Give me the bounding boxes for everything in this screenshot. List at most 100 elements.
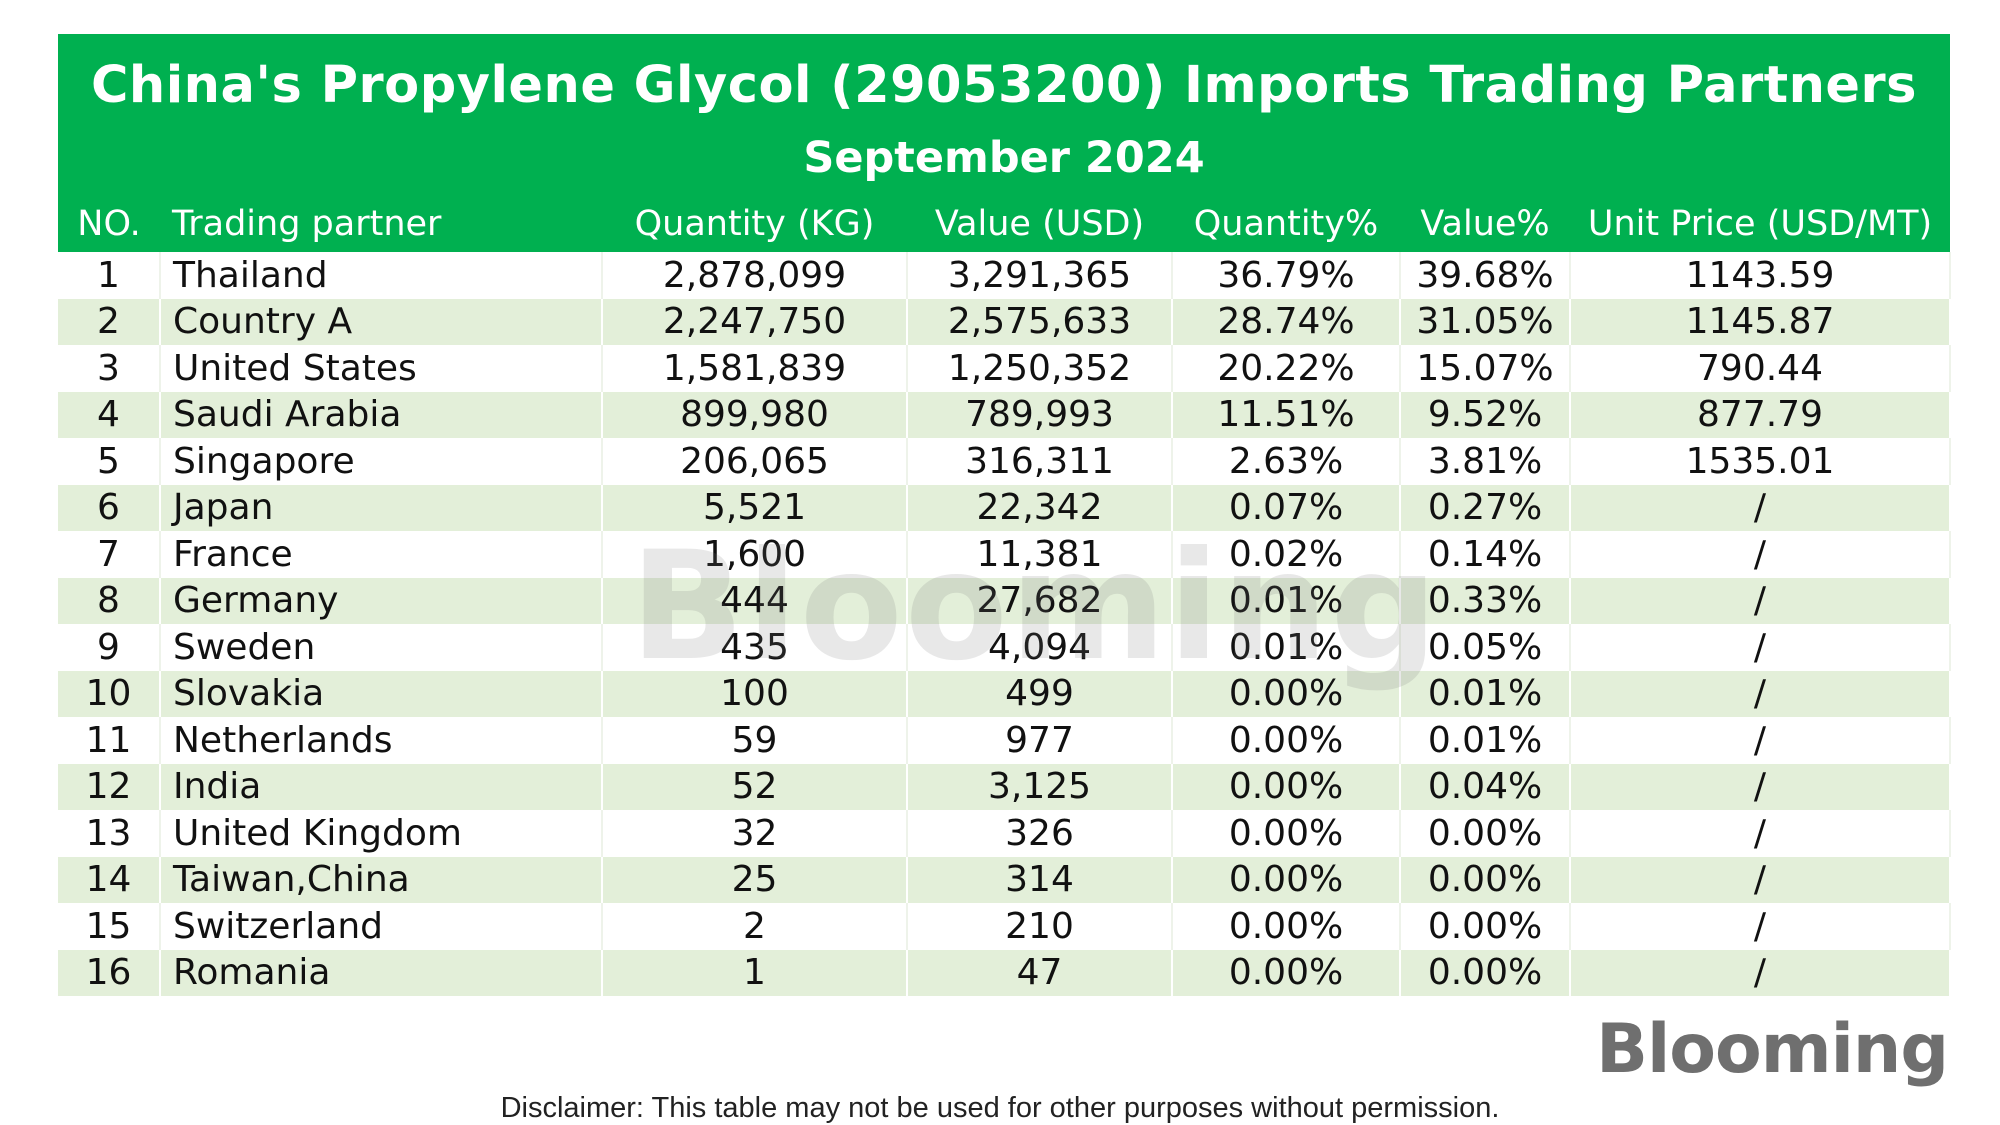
quantity-kg: 59 bbox=[602, 717, 908, 764]
unit-price: / bbox=[1570, 531, 1951, 578]
value-pct: 0.01% bbox=[1400, 717, 1571, 764]
value-usd: 1,250,352 bbox=[907, 345, 1173, 392]
partner-name: Saudi Arabia bbox=[160, 391, 603, 438]
table-row: 5 Singapore 206,065 316,311 2.63% 3.81% 1535.0… bbox=[58, 438, 1951, 485]
partner-name: Taiwan,China bbox=[160, 856, 603, 903]
value-usd: 47 bbox=[907, 949, 1173, 996]
quantity-pct: 28.74% bbox=[1172, 298, 1401, 345]
partner-name: Romania bbox=[160, 949, 603, 996]
quantity-kg: 25 bbox=[602, 856, 908, 903]
value-usd: 789,993 bbox=[907, 391, 1173, 438]
row-number: 13 bbox=[58, 810, 161, 857]
unit-price: / bbox=[1570, 484, 1951, 531]
column-header-value: Value (USD) bbox=[934, 204, 1145, 244]
table-row: 3 United States 1,581,839 1,250,352 20.22% 15… bbox=[58, 345, 1951, 392]
partner-name: Switzerland bbox=[160, 903, 603, 950]
quantity-pct: 36.79% bbox=[1172, 252, 1401, 299]
value-usd: 314 bbox=[907, 856, 1173, 903]
table-row: 12 India 52 3,125 0.00% 0.04% / bbox=[58, 763, 1951, 810]
quantity-kg: 2,247,750 bbox=[602, 298, 908, 345]
unit-price: 1143.59 bbox=[1570, 252, 1951, 299]
value-usd: 210 bbox=[907, 903, 1173, 950]
quantity-kg: 444 bbox=[602, 577, 908, 624]
value-pct: 0.00% bbox=[1400, 856, 1571, 903]
quantity-pct: 0.00% bbox=[1172, 763, 1401, 810]
quantity-pct: 0.00% bbox=[1172, 949, 1401, 996]
value-usd: 316,311 bbox=[907, 438, 1173, 485]
unit-price: 1145.87 bbox=[1570, 298, 1951, 345]
unit-price: 790.44 bbox=[1570, 345, 1951, 392]
partner-name: Japan bbox=[160, 484, 603, 531]
partner-name: Singapore bbox=[160, 438, 603, 485]
blooming-logo: Blooming bbox=[1596, 1010, 1949, 1089]
value-pct: 0.33% bbox=[1400, 577, 1571, 624]
unit-price: / bbox=[1570, 577, 1951, 624]
table-row: 2 Country A 2,247,750 2,575,633 28.74% 31.05%… bbox=[58, 298, 1951, 345]
quantity-kg: 1,600 bbox=[602, 531, 908, 578]
table-row: 10 Slovakia 100 499 0.00% 0.01% / bbox=[58, 670, 1951, 717]
value-pct: 0.27% bbox=[1400, 484, 1571, 531]
quantity-kg: 5,521 bbox=[602, 484, 908, 531]
value-pct: 0.01% bbox=[1400, 670, 1571, 717]
table-row: 9 Sweden 435 4,094 0.01% 0.05% / bbox=[58, 624, 1951, 671]
column-header-partner: Trading partner bbox=[172, 204, 442, 244]
quantity-kg: 1,581,839 bbox=[602, 345, 908, 392]
partner-name: Thailand bbox=[160, 252, 603, 299]
value-pct: 0.05% bbox=[1400, 624, 1571, 671]
table-row: 6 Japan 5,521 22,342 0.07% 0.27% / bbox=[58, 484, 1951, 531]
value-usd: 11,381 bbox=[907, 531, 1173, 578]
value-usd: 4,094 bbox=[907, 624, 1173, 671]
quantity-kg: 435 bbox=[602, 624, 908, 671]
column-header-row: NO. Trading partner Quantity (KG) Value … bbox=[58, 196, 1950, 252]
partner-name: Sweden bbox=[160, 624, 603, 671]
partner-name: France bbox=[160, 531, 603, 578]
partner-name: Netherlands bbox=[160, 717, 603, 764]
value-pct: 0.14% bbox=[1400, 531, 1571, 578]
partner-name: Germany bbox=[160, 577, 603, 624]
row-number: 5 bbox=[58, 438, 161, 485]
value-usd: 977 bbox=[907, 717, 1173, 764]
value-pct: 15.07% bbox=[1400, 345, 1571, 392]
row-number: 14 bbox=[58, 856, 161, 903]
table-body: 1 Thailand 2,878,099 3,291,365 36.79% 39.68% 1… bbox=[58, 252, 1951, 996]
partner-name: Country A bbox=[160, 298, 603, 345]
column-header-unit-price: Unit Price (USD/MT) bbox=[1587, 204, 1933, 244]
row-number: 4 bbox=[58, 391, 161, 438]
unit-price: / bbox=[1570, 856, 1951, 903]
unit-price: / bbox=[1570, 670, 1951, 717]
unit-price: / bbox=[1570, 717, 1951, 764]
quantity-pct: 2.63% bbox=[1172, 438, 1401, 485]
quantity-pct: 20.22% bbox=[1172, 345, 1401, 392]
value-pct: 0.04% bbox=[1400, 763, 1571, 810]
trade-table-card: China's Propylene Glycol (29053200) Impo… bbox=[58, 34, 1951, 996]
trading-partners-table: NO. Trading partner Quantity (KG) Value … bbox=[58, 196, 1951, 996]
row-number: 1 bbox=[58, 252, 161, 299]
quantity-pct: 0.01% bbox=[1172, 577, 1401, 624]
row-number: 8 bbox=[58, 577, 161, 624]
value-usd: 22,342 bbox=[907, 484, 1173, 531]
unit-price: / bbox=[1570, 903, 1951, 950]
row-number: 16 bbox=[58, 949, 161, 996]
row-number: 10 bbox=[58, 670, 161, 717]
row-number: 15 bbox=[58, 903, 161, 950]
partner-name: United States bbox=[160, 345, 603, 392]
quantity-kg: 32 bbox=[602, 810, 908, 857]
table-row: 7 France 1,600 11,381 0.02% 0.14% / bbox=[58, 531, 1951, 578]
value-pct: 3.81% bbox=[1400, 438, 1571, 485]
table-row: 16 Romania 1 47 0.00% 0.00% / bbox=[58, 949, 1951, 996]
quantity-pct: 0.00% bbox=[1172, 856, 1401, 903]
quantity-pct: 0.00% bbox=[1172, 717, 1401, 764]
unit-price: / bbox=[1570, 763, 1951, 810]
row-number: 2 bbox=[58, 298, 161, 345]
value-pct: 0.00% bbox=[1400, 949, 1571, 996]
unit-price: 877.79 bbox=[1570, 391, 1951, 438]
table-row: 4 Saudi Arabia 899,980 789,993 11.51% 9.52% 87… bbox=[58, 391, 1951, 438]
row-number: 9 bbox=[58, 624, 161, 671]
row-number: 3 bbox=[58, 345, 161, 392]
quantity-pct: 0.07% bbox=[1172, 484, 1401, 531]
quantity-pct: 0.00% bbox=[1172, 670, 1401, 717]
value-usd: 27,682 bbox=[907, 577, 1173, 624]
table-subtitle: September 2024 bbox=[803, 133, 1205, 183]
value-pct: 31.05% bbox=[1400, 298, 1571, 345]
quantity-kg: 899,980 bbox=[602, 391, 908, 438]
